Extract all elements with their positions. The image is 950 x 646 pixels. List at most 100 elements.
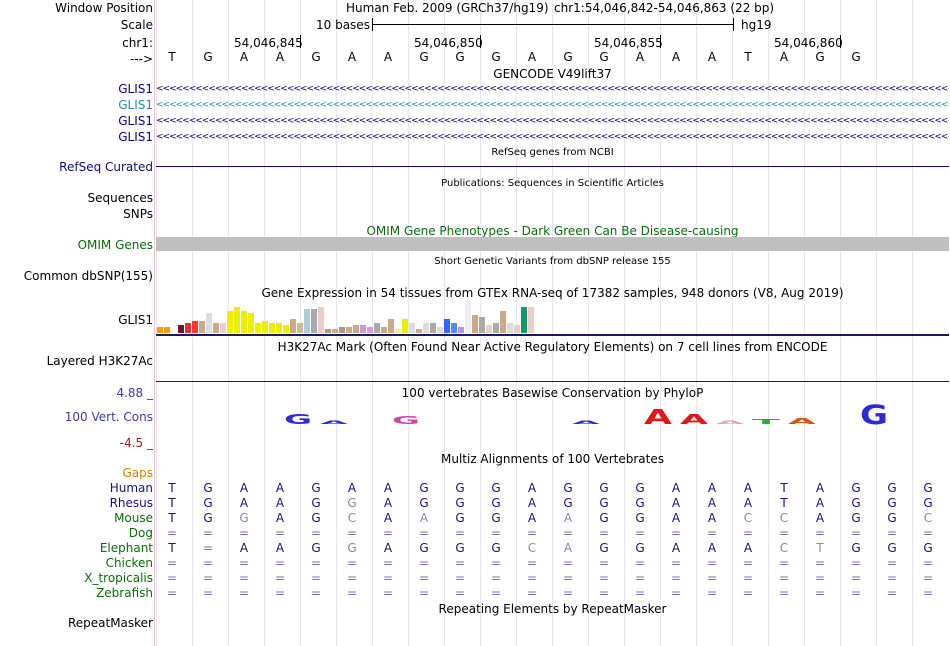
multiz-species-label[interactable]: Zebrafish [96,586,153,600]
gtex-tissue-bar[interactable] [213,323,219,333]
gtex-tissue-bar[interactable] [360,325,366,333]
gtex-tissue-bar[interactable] [269,323,275,333]
gtex-tissue-bar[interactable] [486,325,492,333]
gtex-tissue-bar[interactable] [178,325,184,333]
gencode-transcript-3[interactable]: <<<<<<<<<<<<<<<<<<<<<<<<<<<<<<<<<<<<<<<<… [156,116,949,126]
gtex-tissue-bar[interactable] [318,307,324,333]
gtex-tissue-bar[interactable] [255,323,261,333]
gtex-tissue-bar[interactable] [507,323,513,333]
gtex-tissue-bar[interactable] [283,325,289,333]
gtex-tissue-bar[interactable] [241,311,247,333]
gtex-tissue-bar[interactable] [402,319,408,333]
gtex-tissue-bar[interactable] [346,327,352,333]
multiz-species-label[interactable]: Human [109,481,153,495]
gtex-tissue-bar[interactable] [374,323,380,333]
gtex-tissue-bar[interactable] [304,309,310,333]
gtex-track-title[interactable]: Gene Expression in 54 tissues from GTEx … [261,286,844,300]
cons-label[interactable]: 100 Vert. Cons [64,410,153,424]
gtex-tissue-bar[interactable] [381,327,387,333]
gtex-tissue-bar[interactable] [276,323,282,333]
repeatmasker-track-title[interactable]: Repeating Elements by RepeatMasker [438,602,667,616]
gtex-tissue-bar[interactable] [262,321,268,333]
gtex-tissue-bar[interactable] [248,313,254,333]
publications-track-title[interactable]: Publications: Sequences in Scientific Ar… [441,178,664,189]
gtex-tissue-bar[interactable] [514,325,520,333]
gtex-tissue-bar[interactable] [437,327,443,333]
gtex-tissue-bar[interactable] [157,327,163,333]
gencode-transcript-4[interactable]: <<<<<<<<<<<<<<<<<<<<<<<<<<<<<<<<<<<<<<<<… [156,132,949,142]
gtex-tissue-bar[interactable] [311,309,317,333]
multiz-base: = [922,571,934,585]
multiz-base: G [599,481,609,495]
cons-track-title[interactable]: 100 vertebrates Basewise Conservation by… [401,386,704,400]
gtex-tissue-bar[interactable] [528,307,534,333]
gtex-tissue-bar[interactable] [353,325,359,333]
gtex-tissue-bar[interactable] [444,319,450,333]
gtex-bar-chart[interactable] [156,300,949,336]
h3k27ac-label[interactable]: Layered H3K27Ac [46,354,153,368]
gtex-tissue-bar[interactable] [423,323,429,333]
gencode-label-3[interactable]: GLIS1 [118,114,153,128]
gtex-tissue-bar[interactable] [339,327,345,333]
gtex-tissue-bar[interactable] [297,323,303,333]
gencode-label-2[interactable]: GLIS1 [118,98,153,112]
repeatmasker-label[interactable]: RepeatMasker [67,616,153,630]
gtex-tissue-bar[interactable] [451,323,457,333]
omim-track-title[interactable]: OMIM Gene Phenotypes - Dark Green Can Be… [366,224,739,238]
gencode-label-4[interactable]: GLIS1 [118,130,153,144]
strand-arrow-label[interactable]: ---> [130,52,153,66]
gtex-tissue-bar[interactable] [367,327,373,333]
gtex-tissue-bar[interactable] [465,301,471,333]
gtex-tissue-bar[interactable] [458,327,464,333]
gtex-tissue-bar[interactable] [164,327,170,333]
refseq-gene-line[interactable] [156,166,949,167]
multiz-track-title[interactable]: Multiz Alignments of 100 Vertebrates [440,452,665,466]
sequences-label[interactable]: Sequences [87,191,153,205]
gtex-tissue-bar[interactable] [416,329,422,333]
gtex-tissue-bar[interactable] [472,315,478,333]
reference-base: G [419,50,429,64]
multiz-species-label[interactable]: Elephant [99,541,153,555]
gtex-tissue-bar[interactable] [430,323,436,333]
multiz-base: = [490,526,502,540]
gtex-label[interactable]: GLIS1 [118,313,153,327]
multiz-species-label[interactable]: Dog [128,526,153,540]
gencode-label-1[interactable]: GLIS1 [118,82,153,96]
snps-label[interactable]: SNPs [123,207,153,221]
dbsnp-label[interactable]: Common dbSNP(155) [23,269,153,283]
gencode-track-title[interactable]: GENCODE V49lift37 [493,67,612,81]
gtex-tissue-bar[interactable] [192,321,198,333]
multiz-species-label[interactable]: X_tropicalis [84,571,153,585]
gtex-tissue-bar[interactable] [206,313,212,333]
multiz-species-label[interactable]: Rhesus [109,496,153,510]
omim-gene-bar[interactable] [156,237,949,251]
gencode-transcript-1[interactable]: <<<<<<<<<<<<<<<<<<<<<<<<<<<<<<<<<<<<<<<<… [156,84,949,94]
gtex-tissue-bar[interactable] [479,317,485,333]
gtex-tissue-bar[interactable] [227,311,233,333]
gencode-transcript-2[interactable]: <<<<<<<<<<<<<<<<<<<<<<<<<<<<<<<<<<<<<<<<… [156,100,949,110]
dbsnp-track-title[interactable]: Short Genetic Variants from dbSNP releas… [434,256,671,267]
refseq-track-title[interactable]: RefSeq genes from NCBI [491,147,614,158]
gtex-tissue-bar[interactable] [185,323,191,333]
gtex-tissue-bar[interactable] [325,329,331,333]
multiz-species-label[interactable]: Mouse [114,511,153,525]
gtex-tissue-bar[interactable] [521,307,527,333]
scale-text: 10 bases [316,18,370,32]
gtex-tissue-bar[interactable] [395,329,401,333]
multiz-base: G [455,481,465,495]
gtex-tissue-bar[interactable] [199,321,205,333]
gtex-tissue-bar[interactable] [493,323,499,333]
omim-label[interactable]: OMIM Genes [77,238,153,252]
gtex-tissue-bar[interactable] [388,319,394,333]
multiz-species-label[interactable]: Chicken [105,556,153,570]
h3k27ac-track-title[interactable]: H3K27Ac Mark (Often Found Near Active Re… [277,340,828,354]
gtex-tissue-bar[interactable] [220,323,226,333]
gtex-tissue-bar[interactable] [332,329,338,333]
multiz-base: = [454,571,466,585]
refseq-label[interactable]: RefSeq Curated [59,160,153,174]
gtex-tissue-bar[interactable] [409,323,415,333]
gtex-tissue-bar[interactable] [234,307,240,333]
gtex-tissue-bar[interactable] [290,319,296,333]
gtex-tissue-bar[interactable] [500,311,506,333]
